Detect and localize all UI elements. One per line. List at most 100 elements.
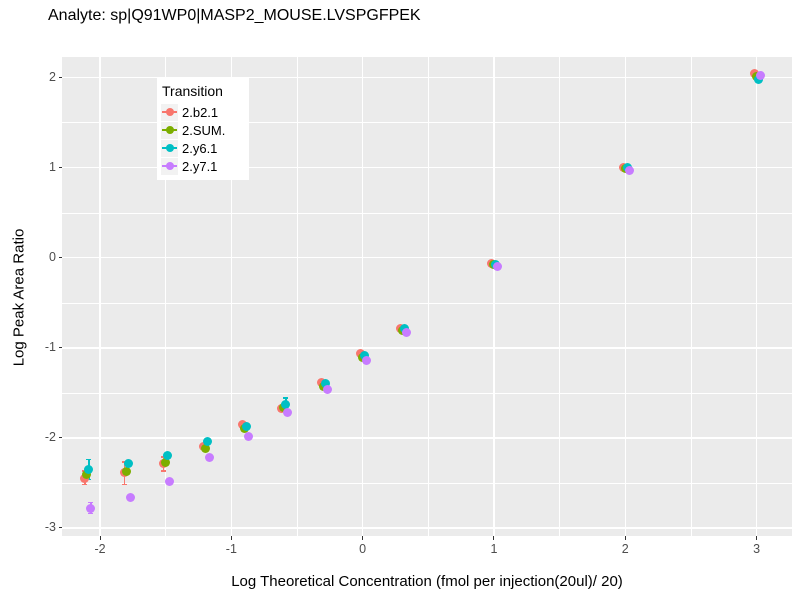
data-point bbox=[756, 70, 766, 80]
legend-label: 2.y7.1 bbox=[182, 158, 218, 174]
data-point bbox=[121, 466, 131, 476]
data-point bbox=[493, 262, 503, 272]
data-point bbox=[322, 384, 332, 394]
x-minor-gridline bbox=[559, 57, 561, 536]
legend-key bbox=[161, 121, 178, 139]
data-point bbox=[84, 464, 94, 474]
x-major-gridline bbox=[230, 57, 233, 536]
data-point bbox=[283, 408, 293, 418]
legend-item-2-SUM-: 2.SUM. bbox=[161, 121, 245, 139]
data-point bbox=[624, 165, 634, 175]
legend-point-glyph bbox=[166, 144, 174, 152]
x-minor-gridline bbox=[165, 57, 167, 536]
x-tick-mark bbox=[756, 536, 758, 540]
data-point bbox=[82, 470, 92, 480]
x-axis-title: Log Theoretical Concentration (fmol per … bbox=[231, 573, 623, 590]
data-point bbox=[281, 400, 291, 410]
y-tick-mark bbox=[58, 437, 62, 439]
y-minor-gridline bbox=[62, 302, 792, 304]
error-bar-cap bbox=[82, 483, 88, 486]
data-point bbox=[401, 328, 411, 337]
legend-items: 2.b2.1 2.SUM. 2.y6.1 2.y7.1 bbox=[161, 103, 245, 175]
y-tick-mark bbox=[58, 167, 62, 169]
y-tick-mark bbox=[58, 257, 62, 259]
legend-item-2-y7-1: 2.y7.1 bbox=[161, 157, 245, 175]
x-major-gridline bbox=[99, 57, 101, 536]
y-major-gridline bbox=[62, 77, 792, 79]
y-major-gridline bbox=[62, 527, 792, 529]
x-major-gridline bbox=[755, 57, 758, 536]
error-bar-cap bbox=[86, 458, 92, 461]
legend-item-2-b2-1: 2.b2.1 bbox=[161, 103, 245, 121]
y-major-gridline bbox=[62, 257, 792, 259]
legend-label: 2.SUM. bbox=[182, 122, 226, 138]
y-tick-label: -2 bbox=[44, 429, 56, 444]
y-tick-label: 1 bbox=[49, 159, 56, 174]
x-major-gridline bbox=[362, 57, 364, 536]
data-point bbox=[244, 432, 253, 442]
y-tick-mark bbox=[58, 347, 62, 349]
error-bar-cap bbox=[161, 470, 167, 472]
x-tick-mark bbox=[362, 536, 364, 540]
x-minor-gridline bbox=[690, 57, 692, 536]
legend-point-glyph bbox=[166, 126, 174, 134]
x-tick-mark bbox=[230, 536, 232, 540]
data-point bbox=[125, 492, 135, 502]
data-point bbox=[163, 451, 173, 461]
x-tick-mark bbox=[493, 536, 495, 540]
y-axis-title: Log Peak Area Ratio bbox=[10, 228, 28, 367]
data-point bbox=[165, 477, 175, 487]
data-point bbox=[360, 350, 370, 360]
legend-title: Transition bbox=[162, 83, 223, 99]
data-point bbox=[362, 355, 372, 365]
x-major-gridline bbox=[624, 57, 626, 536]
y-tick-label: 2 bbox=[49, 69, 56, 84]
x-minor-gridline bbox=[428, 57, 429, 536]
error-bar-cap bbox=[88, 512, 94, 515]
y-minor-gridline bbox=[62, 212, 792, 214]
legend-label: 2.y6.1 bbox=[182, 140, 218, 156]
data-point bbox=[161, 457, 171, 467]
data-point bbox=[200, 444, 210, 454]
legend-point-glyph bbox=[166, 162, 174, 170]
x-tick-label: 1 bbox=[490, 542, 498, 556]
x-tick-label: 3 bbox=[753, 542, 761, 556]
legend-key bbox=[161, 157, 178, 175]
legend-key bbox=[161, 139, 178, 157]
error-bar-cap bbox=[88, 501, 94, 504]
y-major-gridline bbox=[62, 167, 792, 169]
y-tick-mark bbox=[58, 77, 62, 79]
x-tick-label: 0 bbox=[359, 542, 367, 556]
y-tick-label: -1 bbox=[44, 339, 56, 354]
y-minor-gridline bbox=[62, 392, 792, 394]
x-tick-label: 2 bbox=[621, 542, 629, 556]
legend: Transition 2.b2.1 2.SUM. 2.y6.1 2.y7.1 bbox=[157, 78, 249, 180]
y-tick-label: -3 bbox=[44, 519, 56, 534]
data-point bbox=[204, 453, 214, 463]
y-minor-gridline bbox=[62, 122, 792, 124]
plot-title: Analyte: sp|Q91WP0|MASP2_MOUSE.LVSPGFPEK bbox=[48, 7, 421, 24]
x-tick-mark bbox=[624, 536, 626, 540]
x-tick-label: -1 bbox=[225, 542, 237, 556]
data-point bbox=[123, 458, 133, 468]
data-point bbox=[320, 379, 330, 389]
x-tick-mark bbox=[99, 536, 101, 540]
data-point bbox=[754, 75, 764, 84]
data-point bbox=[86, 503, 96, 513]
legend-point-glyph bbox=[166, 108, 174, 116]
data-point bbox=[242, 421, 251, 431]
legend-key bbox=[161, 103, 178, 121]
y-major-gridline bbox=[62, 437, 792, 439]
legend-item-2-y6-1: 2.y6.1 bbox=[161, 139, 245, 157]
x-major-gridline bbox=[493, 57, 495, 536]
error-bar-cap bbox=[283, 397, 289, 399]
y-major-gridline bbox=[62, 347, 792, 349]
data-point bbox=[202, 436, 212, 446]
y-tick-label: 0 bbox=[49, 249, 56, 264]
x-minor-gridline bbox=[296, 57, 298, 536]
error-bar-cap bbox=[86, 478, 92, 481]
y-tick-mark bbox=[58, 527, 62, 529]
x-tick-label: -2 bbox=[94, 542, 106, 556]
y-minor-gridline bbox=[62, 482, 792, 484]
